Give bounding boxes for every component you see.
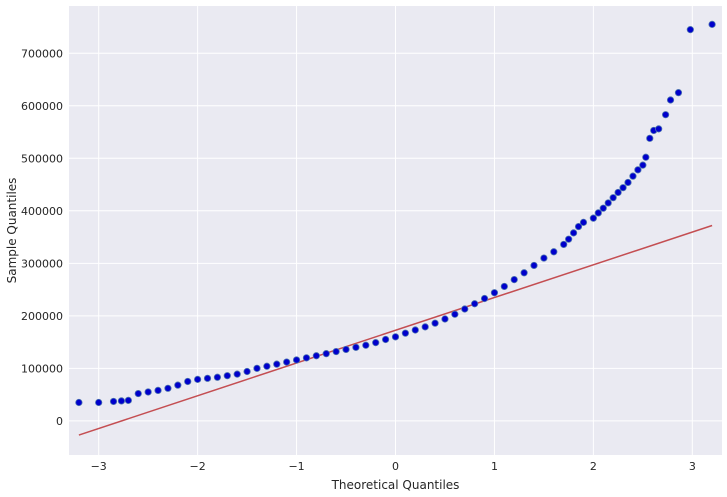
sample-point — [624, 178, 632, 187]
sample-point — [451, 310, 459, 318]
sample-point — [382, 335, 390, 344]
sample-point — [565, 235, 573, 243]
sample-point — [154, 386, 162, 395]
y-tick-label: 100000 — [21, 362, 63, 375]
sample-point — [646, 134, 654, 142]
sample-point — [223, 372, 231, 380]
grid-lines — [69, 6, 722, 455]
sample-point — [662, 111, 670, 119]
sample-point — [520, 269, 528, 277]
sample-point — [75, 398, 83, 407]
sample-point — [599, 204, 607, 212]
sample-point — [480, 294, 489, 303]
sample-point — [253, 364, 261, 372]
sample-point — [203, 374, 212, 382]
x-tick-label: 0 — [392, 460, 399, 473]
sample-point — [213, 373, 222, 381]
x-tick-label: 2 — [590, 460, 597, 473]
sample-point — [362, 341, 370, 349]
sample-point — [490, 289, 499, 297]
sample-point — [144, 388, 152, 396]
sample-point — [401, 329, 409, 337]
reference-line — [78, 224, 713, 436]
sample-point — [342, 345, 350, 354]
sample-point — [117, 397, 126, 405]
x-axis-label: Theoretical Quantiles — [331, 478, 460, 492]
sample-point — [574, 222, 583, 231]
sample-point — [352, 343, 360, 351]
sample-point — [550, 248, 558, 256]
tick-labels: −3 −2 −1 0 1 2 3 0 100000 200000 300000 400000 50000… — [21, 47, 696, 473]
sample-point — [372, 339, 380, 347]
sample-point — [263, 362, 271, 370]
y-tick-label: 0 — [56, 415, 63, 428]
y-tick-label: 300000 — [21, 257, 63, 270]
sample-point — [579, 218, 588, 226]
sample-point — [184, 377, 192, 386]
sample-point — [95, 398, 103, 407]
sample-point — [312, 352, 320, 360]
sample-point — [283, 358, 291, 366]
sample-point — [634, 166, 642, 174]
sample-point — [686, 26, 694, 34]
x-tick-label: −3 — [91, 460, 107, 473]
reference-line-layer — [78, 224, 713, 436]
sample-point — [642, 153, 650, 161]
sample-point — [322, 350, 330, 358]
sample-point — [441, 315, 449, 323]
sample-point — [708, 20, 716, 28]
y-tick-label: 400000 — [21, 205, 63, 218]
sample-point — [655, 125, 663, 133]
sample-point — [589, 214, 597, 222]
sample-point — [560, 240, 568, 249]
x-tick-label: −2 — [190, 460, 206, 473]
sample-point — [332, 347, 340, 356]
sample-points-layer — [75, 20, 716, 407]
sample-point — [461, 305, 469, 313]
sample-point — [471, 300, 479, 308]
y-tick-label: 500000 — [21, 152, 63, 165]
sample-point — [629, 172, 637, 180]
y-axis-label: Sample Quantiles — [5, 178, 19, 284]
sample-point — [609, 194, 617, 202]
y-tick-label: 200000 — [21, 310, 63, 323]
sample-point — [540, 254, 548, 262]
sample-point — [510, 276, 518, 284]
sample-point — [604, 199, 612, 207]
sample-point — [666, 96, 675, 104]
sample-point — [174, 381, 182, 389]
sample-point — [194, 375, 202, 383]
y-tick-label: 600000 — [21, 100, 63, 113]
sample-point — [639, 161, 647, 169]
sample-point — [674, 89, 683, 97]
sample-point — [243, 367, 251, 376]
sample-point — [109, 397, 118, 406]
x-tick-label: 3 — [689, 460, 696, 473]
sample-point — [302, 354, 311, 362]
sample-point — [614, 188, 622, 197]
x-tick-label: 1 — [491, 460, 498, 473]
sample-point — [124, 396, 132, 404]
sample-point — [619, 184, 627, 192]
sample-point — [391, 333, 400, 341]
sample-point — [530, 261, 538, 270]
sample-point — [500, 282, 508, 291]
sample-point — [421, 323, 429, 331]
sample-point — [292, 356, 301, 364]
sample-point — [431, 319, 439, 327]
sample-point — [233, 370, 241, 378]
sample-point — [164, 384, 172, 392]
sample-point — [569, 229, 578, 237]
y-tick-label: 700000 — [21, 47, 63, 60]
sample-point — [273, 360, 281, 368]
sample-point — [134, 389, 142, 398]
sample-point — [411, 326, 419, 334]
sample-point — [594, 209, 602, 217]
x-tick-label: −1 — [288, 460, 304, 473]
